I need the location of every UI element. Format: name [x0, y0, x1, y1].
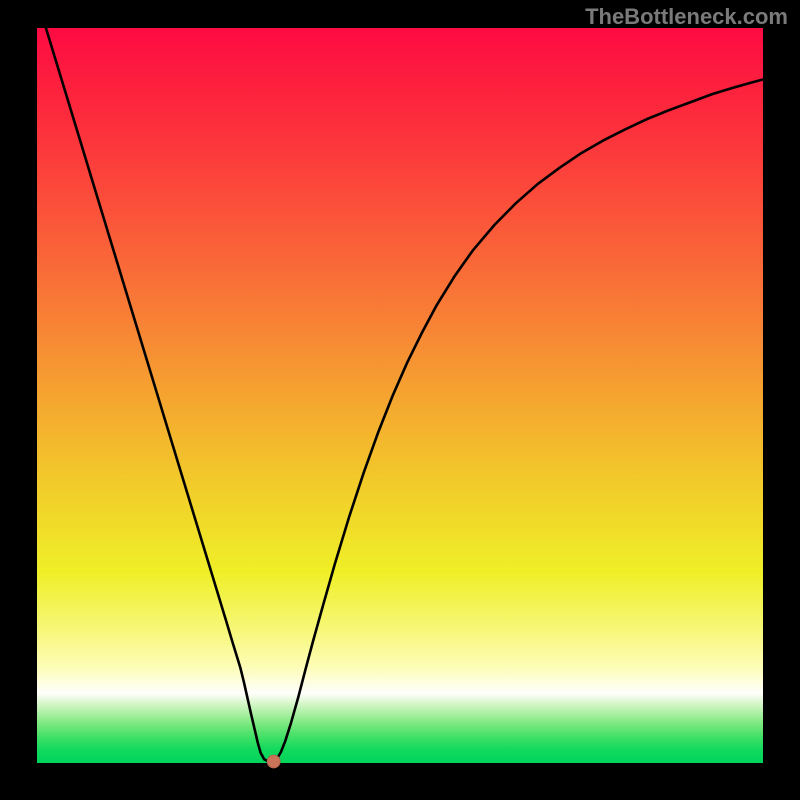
bottleneck-chart	[0, 0, 800, 800]
optimal-point-marker	[267, 755, 280, 768]
plot-background-gradient	[37, 28, 763, 763]
chart-container: TheBottleneck.com	[0, 0, 800, 800]
watermark-text: TheBottleneck.com	[585, 4, 788, 30]
